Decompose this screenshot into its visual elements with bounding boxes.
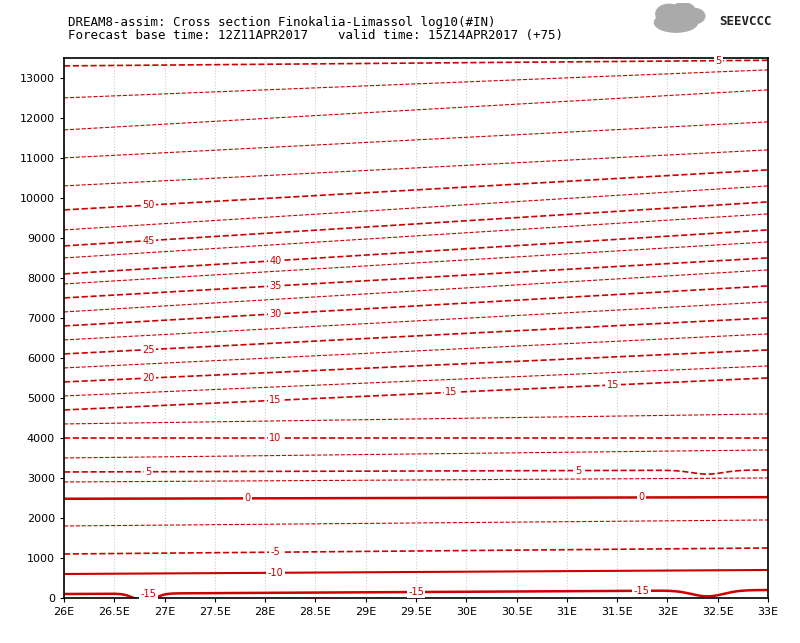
Circle shape bbox=[685, 8, 705, 24]
Text: 15: 15 bbox=[445, 387, 458, 397]
Text: 5: 5 bbox=[146, 467, 152, 476]
Text: 15: 15 bbox=[607, 380, 619, 390]
Text: -15: -15 bbox=[141, 588, 157, 599]
Circle shape bbox=[671, 3, 695, 21]
Text: 45: 45 bbox=[142, 235, 154, 246]
Text: -5: -5 bbox=[270, 547, 280, 557]
Text: -10: -10 bbox=[267, 568, 283, 578]
Text: 20: 20 bbox=[142, 373, 154, 383]
Circle shape bbox=[656, 5, 682, 24]
Text: SEEVCCC: SEEVCCC bbox=[719, 15, 772, 28]
Text: 25: 25 bbox=[142, 345, 154, 355]
Text: 5: 5 bbox=[574, 466, 581, 476]
Text: 0: 0 bbox=[638, 493, 644, 502]
Text: 35: 35 bbox=[269, 281, 282, 291]
Text: 40: 40 bbox=[269, 256, 282, 266]
Ellipse shape bbox=[654, 13, 698, 32]
Text: 15: 15 bbox=[269, 395, 282, 405]
Text: DREAM8-assim: Cross section Finokalia-Limassol log10(#IN): DREAM8-assim: Cross section Finokalia-Li… bbox=[68, 16, 495, 29]
Text: 10: 10 bbox=[269, 433, 282, 443]
Text: -15: -15 bbox=[408, 587, 424, 597]
Text: Forecast base time: 12Z11APR2017    valid time: 15Z14APR2017 (+75): Forecast base time: 12Z11APR2017 valid t… bbox=[68, 29, 563, 42]
Text: 30: 30 bbox=[269, 309, 282, 319]
Text: 50: 50 bbox=[142, 200, 154, 210]
Text: 0: 0 bbox=[244, 493, 250, 503]
Text: -15: -15 bbox=[634, 586, 650, 595]
Text: 5: 5 bbox=[715, 56, 722, 66]
